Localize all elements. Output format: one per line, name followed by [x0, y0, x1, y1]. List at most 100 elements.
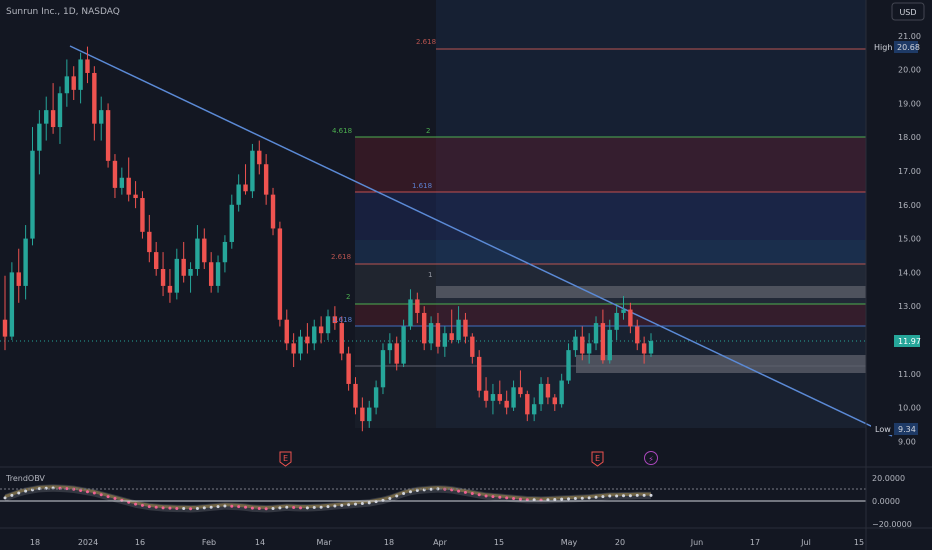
price-tick: 15.00 [898, 235, 921, 244]
time-axis[interactable]: 18 2024 16 Feb 14 Mar 18 Apr 15 May 20 Jun 17 Jul 15 [30, 538, 864, 547]
indicator-point [601, 495, 605, 499]
price-tick: 17.00 [898, 167, 921, 176]
candle-body [531, 404, 537, 415]
indicator-point [484, 494, 488, 498]
trendline[interactable] [69, 45, 893, 437]
indicator-point [134, 502, 138, 506]
candle-body [525, 394, 530, 415]
fib-label: 2 [346, 293, 350, 301]
indicator-point [319, 505, 323, 509]
indicator-point [615, 494, 619, 498]
indicator-tick: −20.0000 [872, 520, 912, 529]
indicator-point [608, 494, 612, 498]
indicator-point [278, 506, 282, 510]
candle-body [449, 333, 454, 340]
indicator-point [10, 493, 14, 497]
indicator-point [347, 503, 351, 507]
currency-button[interactable]: USD [891, 2, 925, 21]
fib-zone-blue-2 [355, 240, 866, 264]
candle-body [188, 269, 193, 276]
candle-body [167, 285, 173, 293]
indicator-point [635, 493, 639, 497]
candle-body [126, 177, 131, 195]
indicator-point [168, 506, 172, 510]
indicator-point [463, 490, 467, 494]
indicator-point [182, 506, 186, 510]
candle-body [586, 343, 592, 354]
time-tick: May [561, 538, 578, 547]
price-axis[interactable]: 21.00 20.00 19.00 18.00 17.00 16.00 15.00 14.00… [898, 32, 921, 447]
price-tick: 19.00 [898, 99, 921, 108]
fib-label: 2 [426, 127, 430, 135]
indicator-point [189, 507, 193, 511]
candle-body [277, 228, 283, 320]
indicator-point [237, 505, 241, 509]
candle-body [318, 326, 324, 334]
price-tick: 16.00 [898, 201, 921, 210]
candle-body [332, 316, 338, 324]
indicator-point [250, 506, 254, 510]
indicator-point [147, 505, 151, 509]
event-marker-lightning[interactable]: ⚡ [644, 451, 658, 465]
candle-body [580, 336, 585, 354]
indicator-point [24, 489, 28, 493]
fib-label: 1 [428, 271, 432, 279]
indicator-point [498, 495, 502, 499]
candle-body [401, 326, 406, 364]
indicator-point [292, 506, 296, 510]
candle-body [174, 258, 180, 293]
indicator-point [285, 505, 289, 509]
candle-body [284, 319, 289, 344]
indicator-point [230, 504, 234, 508]
event-marker[interactable]: E [279, 451, 292, 467]
time-tick: 2024 [78, 538, 98, 547]
candle-body [628, 309, 633, 327]
candle-body [545, 383, 551, 398]
candle-body [394, 343, 399, 364]
candle-body [387, 343, 393, 351]
candle-body [270, 194, 276, 229]
indicator-point [642, 493, 646, 497]
indicator-point [223, 504, 227, 508]
indicator-point [99, 493, 103, 497]
candle-body [490, 394, 496, 401]
candle-body [257, 150, 262, 165]
candle-body [367, 407, 372, 422]
price-tick: 20.00 [898, 66, 921, 75]
candle-body [483, 390, 489, 401]
indicator-point [312, 506, 316, 510]
fib-label: 1.618 [412, 182, 432, 190]
event-marker[interactable]: E [591, 451, 604, 467]
candle-body [153, 252, 159, 270]
low-badge: Low 9.34 [871, 423, 918, 435]
indicator-point [113, 497, 117, 501]
candle-body [435, 323, 441, 347]
candle-body [621, 309, 626, 313]
time-tick: 15 [854, 538, 864, 547]
candle-body [511, 387, 516, 408]
last-price-badge: 11.97 [894, 335, 921, 347]
candle-body [92, 72, 97, 124]
indicator-point [340, 503, 344, 507]
price-tick: 18.00 [898, 133, 921, 142]
candle-body [566, 350, 571, 381]
indicator-point [195, 506, 199, 510]
indicator-point [216, 505, 220, 509]
candle-body [456, 319, 461, 340]
time-tick: Jul [800, 538, 811, 547]
candle-body [2, 319, 8, 337]
candle-body [181, 258, 186, 276]
candle-body [215, 262, 221, 286]
candle-body [16, 272, 21, 286]
candle-body [112, 160, 118, 188]
indicator-point [553, 497, 557, 501]
time-tick: 18 [30, 538, 40, 547]
indicator-point [388, 497, 392, 501]
time-tick: Mar [316, 538, 332, 547]
indicator-point [79, 488, 83, 492]
candle-body [250, 150, 255, 192]
candle-body [195, 238, 200, 270]
candle-body [160, 269, 166, 286]
candle-body [208, 262, 214, 286]
